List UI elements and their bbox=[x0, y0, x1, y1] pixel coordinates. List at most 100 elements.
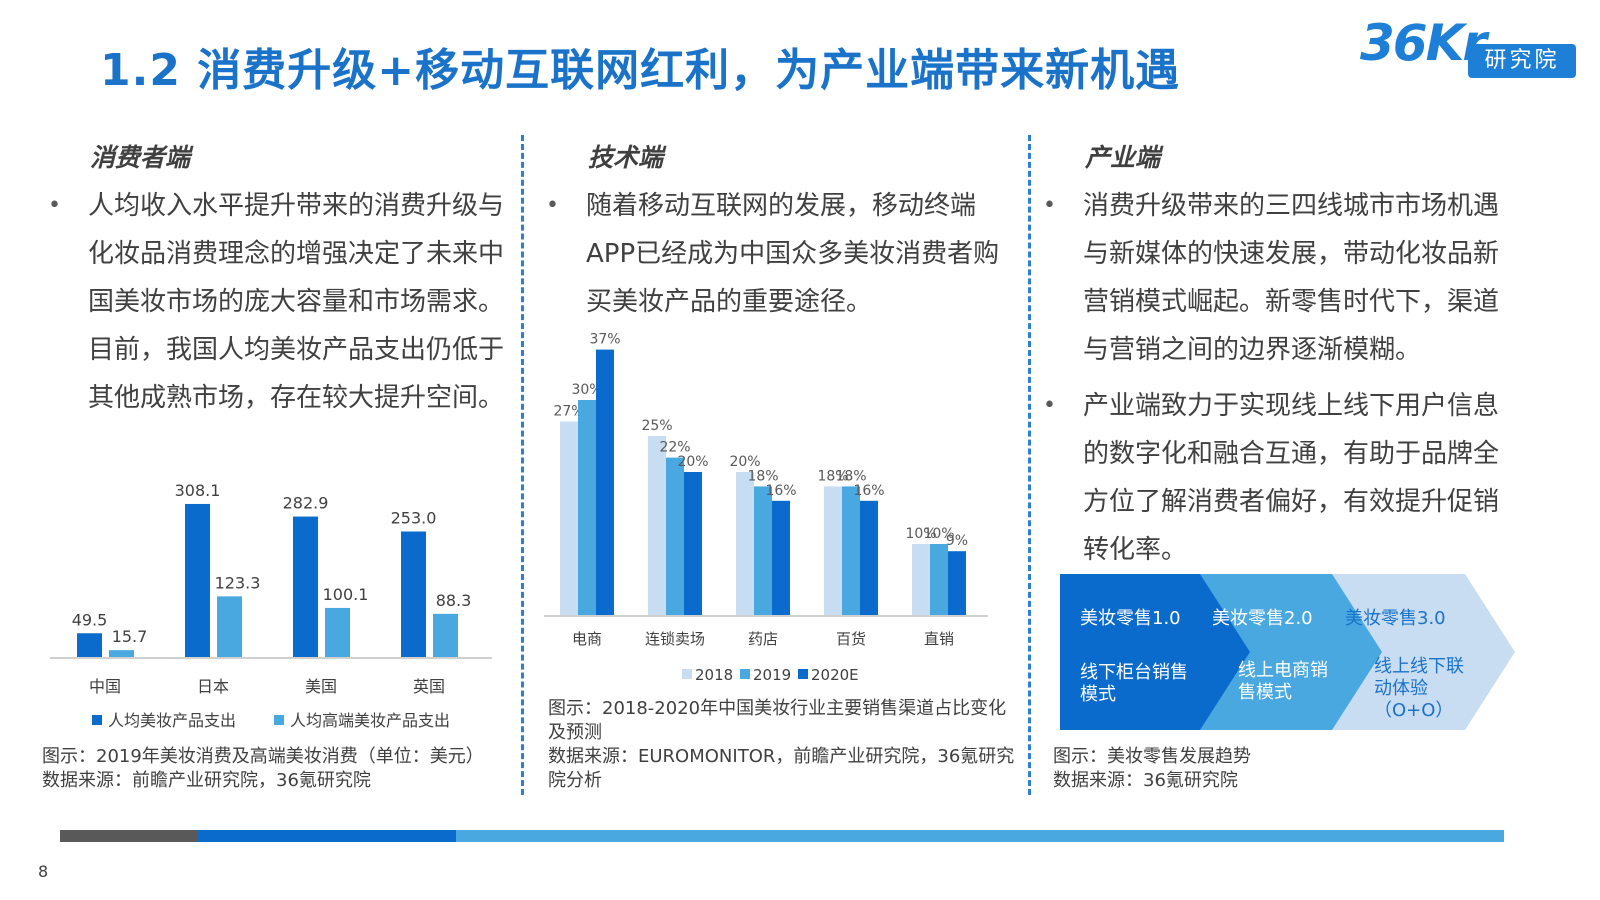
industry-heading: 产业端 bbox=[1085, 143, 1161, 172]
legend-swatch bbox=[274, 715, 284, 725]
data-label: 20% bbox=[729, 454, 760, 470]
bar bbox=[824, 486, 842, 616]
category-label: 日本 bbox=[197, 677, 229, 696]
consumer-heading: 消费者端 bbox=[90, 143, 191, 172]
stage-1-desc: 线下柜台销售模式 bbox=[1080, 662, 1188, 705]
data-label: 15.7 bbox=[112, 627, 148, 646]
tech-caption: 图示：2018-2020年中国美妆行业主要销售渠道占比变化及预测 数据来源：EU… bbox=[548, 697, 1018, 793]
bar bbox=[684, 472, 702, 616]
column-divider bbox=[521, 135, 524, 795]
data-label: 18% bbox=[747, 468, 778, 484]
bar bbox=[185, 503, 210, 658]
data-label: 9% bbox=[946, 533, 968, 549]
legend-label: 人均高端美妆产品支出 bbox=[290, 711, 450, 730]
consumer-caption: 图示：2019年美妆消费及高端美妆消费（单位：美元） 数据来源：前瞻产业研究院，… bbox=[42, 745, 522, 793]
data-label: 282.9 bbox=[283, 494, 329, 513]
data-label: 30% bbox=[571, 382, 602, 398]
bar bbox=[325, 607, 350, 658]
industry-bullets: 消费升级带来的三四线城市市场机遇与新媒体的快速发展，带动化妆品新营销模式崛起。新… bbox=[1043, 182, 1505, 574]
data-label: 22% bbox=[659, 440, 690, 456]
data-label: 100.1 bbox=[323, 585, 369, 604]
bar bbox=[754, 486, 772, 616]
bar bbox=[666, 457, 684, 616]
logo: 36Kr 研究院 bbox=[1360, 14, 1580, 84]
data-label: 20% bbox=[677, 454, 708, 470]
channel-chart: 27%30%37%电商25%22%20%连锁卖场20%18%16%药店18%18… bbox=[544, 332, 988, 684]
bar bbox=[433, 613, 458, 658]
category-label: 百货 bbox=[836, 630, 866, 648]
data-label: 10% bbox=[923, 526, 954, 542]
category-label: 英国 bbox=[413, 677, 445, 696]
legend-label: 人均美妆产品支出 bbox=[108, 711, 236, 730]
legend-swatch bbox=[92, 715, 102, 725]
data-label: 253.0 bbox=[391, 509, 437, 528]
stage-2-desc: 线上电商销售模式 bbox=[1238, 660, 1328, 703]
data-label: 49.5 bbox=[72, 610, 108, 629]
tech-bullet: 随着移动互联网的发展，移动终端APP已经成为中国众多美妆消费者购买美妆产品的重要… bbox=[546, 182, 1011, 326]
stage-1-title: 美妆零售1.0 bbox=[1080, 608, 1181, 629]
legend-label: 2019 bbox=[753, 666, 791, 684]
legend-label: 2020E bbox=[811, 666, 859, 684]
bar bbox=[930, 544, 948, 616]
data-label: 18% bbox=[817, 468, 848, 484]
data-label: 16% bbox=[853, 483, 884, 499]
consumer-bullet: 人均收入水平提升带来的消费升级与化妆品消费理念的增强决定了未来中国美妆市场的庞大… bbox=[48, 182, 508, 422]
bar bbox=[109, 650, 134, 658]
data-label: 16% bbox=[765, 483, 796, 499]
tech-caption-source: 数据来源：EUROMONITOR，前瞻产业研究院，36氪研究院分析 bbox=[548, 746, 1015, 791]
consumer-caption-source: 数据来源：前瞻产业研究院，36氪研究院 bbox=[42, 770, 371, 791]
footer-bar-segment bbox=[198, 830, 456, 842]
industry-bullet: 消费升级带来的三四线城市市场机遇与新媒体的快速发展，带动化妆品新营销模式崛起。新… bbox=[1043, 182, 1505, 374]
legend-label: 2018 bbox=[695, 666, 733, 684]
category-label: 美国 bbox=[305, 677, 337, 696]
consumer-bullets: 人均收入水平提升带来的消费升级与化妆品消费理念的增强决定了未来中国美妆市场的庞大… bbox=[48, 182, 508, 422]
tech-heading: 技术端 bbox=[588, 143, 664, 172]
legend-swatch bbox=[740, 669, 750, 679]
consumer-caption-title: 图示：2019年美妆消费及高端美妆消费（单位：美元） bbox=[42, 746, 484, 767]
category-label: 药店 bbox=[748, 630, 778, 648]
bar bbox=[948, 551, 966, 616]
stage-3-desc: 线上线下联动体验（O+O） bbox=[1374, 656, 1464, 721]
legend-swatch bbox=[682, 669, 692, 679]
page-number: 8 bbox=[38, 862, 49, 881]
logo-mark: 36Kr bbox=[1360, 14, 1487, 72]
data-label: 308.1 bbox=[175, 481, 221, 500]
category-label: 电商 bbox=[572, 630, 602, 648]
data-label: 37% bbox=[589, 332, 620, 348]
bar bbox=[293, 516, 318, 658]
data-label: 27% bbox=[553, 404, 584, 420]
category-label: 中国 bbox=[89, 677, 121, 696]
bar bbox=[217, 596, 242, 658]
data-label: 10% bbox=[905, 526, 936, 542]
footer-bar-segment bbox=[60, 830, 198, 842]
bar bbox=[736, 472, 754, 616]
stage-3-title: 美妆零售3.0 bbox=[1345, 608, 1446, 629]
category-label: 连锁卖场 bbox=[645, 630, 705, 648]
industry-bullet: 产业端致力于实现线上线下用户信息的数字化和融合互通，有助于品牌全方位了解消费者偏… bbox=[1043, 382, 1505, 574]
bar bbox=[77, 633, 102, 658]
bar bbox=[648, 436, 666, 616]
retail-stage-diagram bbox=[1060, 574, 1515, 730]
bar bbox=[912, 544, 930, 616]
column-divider bbox=[1028, 135, 1031, 795]
footer-bar-segment bbox=[456, 830, 1504, 842]
bar bbox=[560, 421, 578, 616]
bar bbox=[596, 349, 614, 616]
data-label: 88.3 bbox=[436, 591, 472, 610]
bar bbox=[842, 486, 860, 616]
data-label: 25% bbox=[641, 418, 672, 434]
category-label: 直销 bbox=[924, 630, 954, 648]
spending-chart: 49.515.7 中国 308.1 123.3 日本 282.9 100.1 美国 253.0 8… bbox=[50, 481, 492, 730]
industry-caption-title: 图示：美妆零售发展趋势 bbox=[1053, 746, 1251, 767]
tech-caption-title: 图示：2018-2020年中国美妆行业主要销售渠道占比变化及预测 bbox=[548, 698, 1007, 743]
industry-caption: 图示：美妆零售发展趋势 数据来源：36氪研究院 bbox=[1053, 745, 1513, 793]
data-label: 123.3 bbox=[215, 573, 261, 592]
bar bbox=[401, 531, 426, 658]
industry-caption-source: 数据来源：36氪研究院 bbox=[1053, 770, 1238, 791]
bar bbox=[860, 500, 878, 616]
legend-swatch bbox=[798, 669, 808, 679]
bar bbox=[578, 400, 596, 616]
data-label: 18% bbox=[835, 468, 866, 484]
tech-bullets: 随着移动互联网的发展，移动终端APP已经成为中国众多美妆消费者购买美妆产品的重要… bbox=[546, 182, 1011, 326]
stage-chevron-3 bbox=[1060, 574, 1250, 730]
